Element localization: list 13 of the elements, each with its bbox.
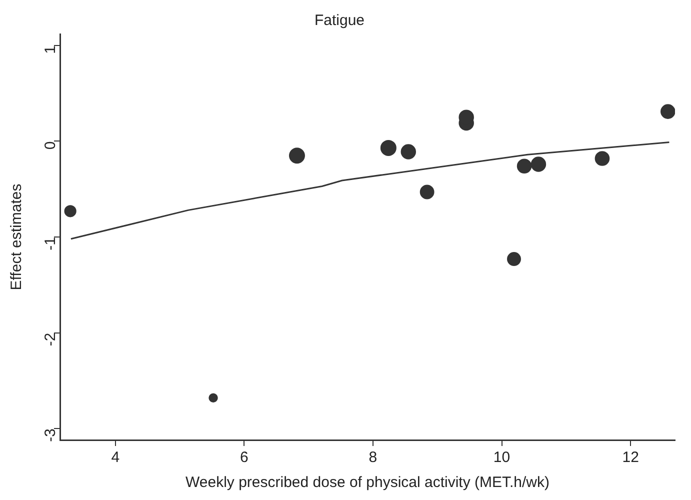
x-tick-label: 6: [240, 449, 248, 466]
chart-title: Fatigue: [314, 12, 365, 30]
x-tick-label: 10: [493, 449, 510, 466]
y-tick-label: 1: [42, 45, 60, 54]
y-tick-label: 0: [42, 141, 60, 150]
x-tick-label: 4: [111, 449, 120, 466]
y-tick-label: -2: [42, 332, 60, 346]
x-tick-label: 8: [368, 449, 378, 466]
x-axis-title: Weekly prescribed dose of physical activity (MET.h/wk): [185, 474, 550, 492]
y-axis-title: Effect estimates: [8, 184, 26, 290]
y-tick-label: -3: [42, 428, 60, 442]
x-tick-label: 12: [622, 449, 639, 466]
y-tick-label: -1: [42, 237, 60, 250]
